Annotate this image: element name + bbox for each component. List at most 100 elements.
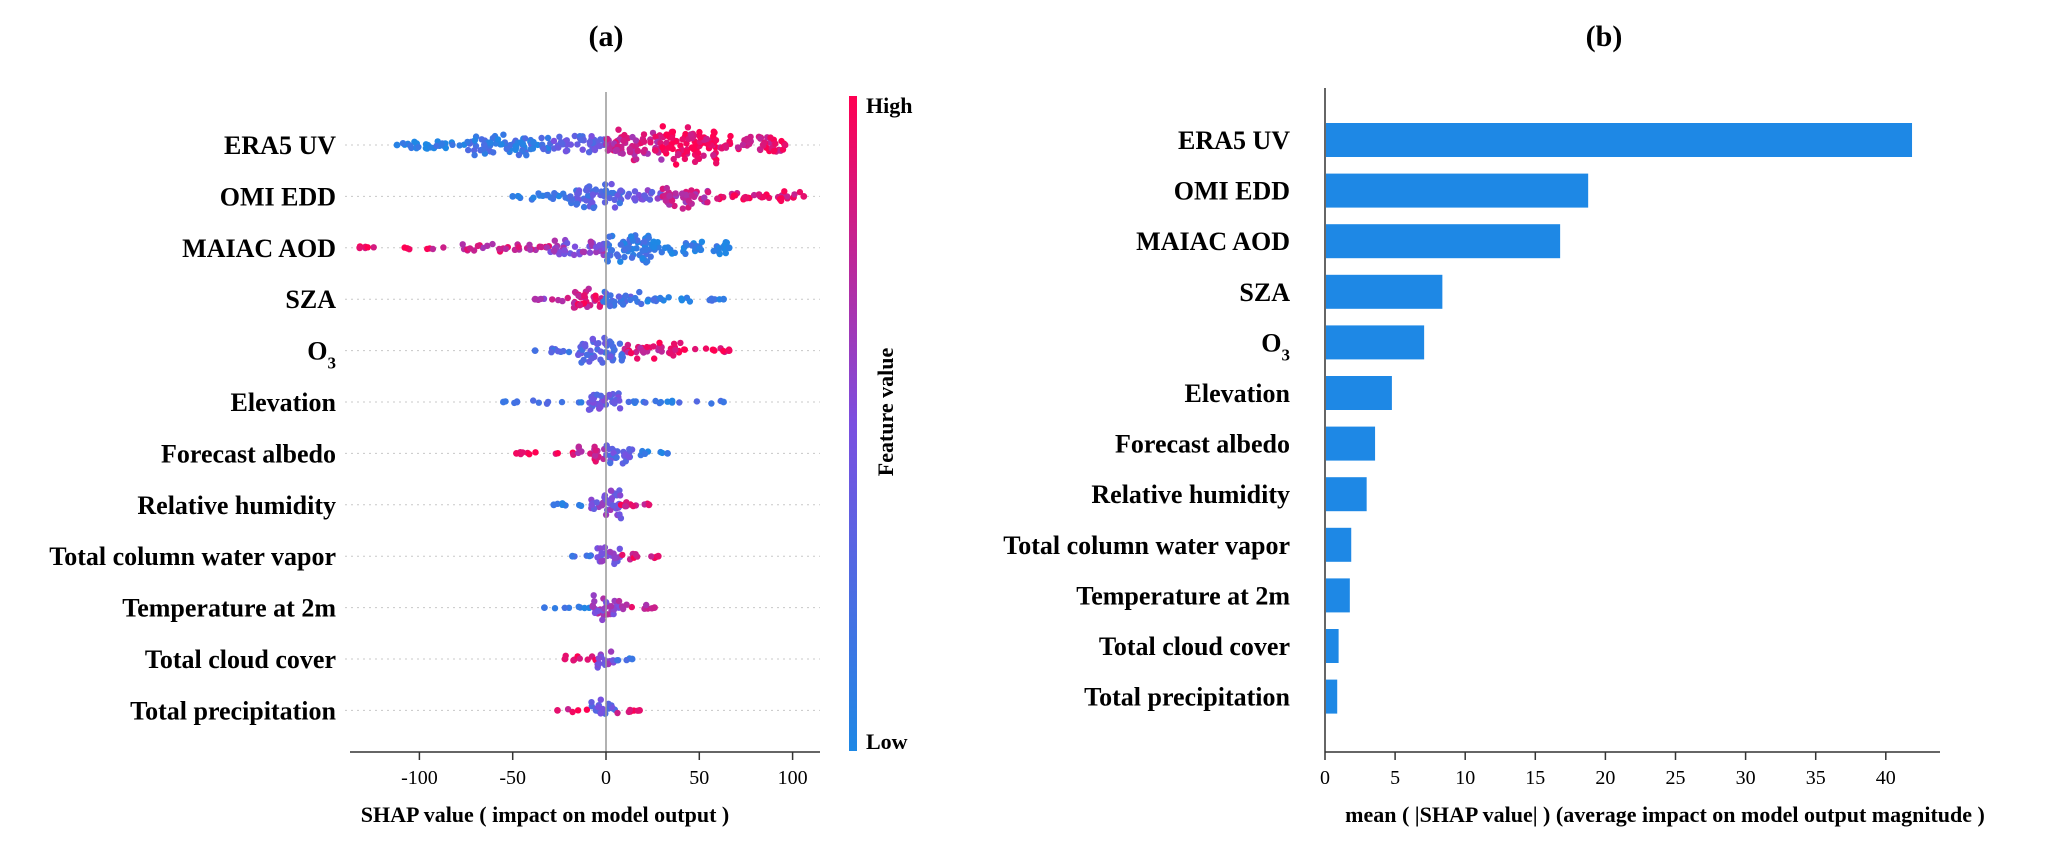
shap-point [647,253,654,260]
feature-label-temperature-at-2m: Temperature at 2m [122,594,336,623]
shap-point [567,193,574,200]
shap-point [663,131,670,138]
shap-point [459,241,466,248]
shap-point [503,145,510,153]
shap-point [596,242,603,249]
shap-point [530,194,537,201]
shap-point [656,339,663,346]
shap-point [544,191,551,199]
shap-point [720,398,727,406]
shap-point [639,347,646,355]
shap-point [608,180,615,188]
shap-point [575,443,582,450]
shap-point [449,141,456,148]
shap-point [596,303,603,310]
shap-point [641,238,648,245]
shap-point [578,448,585,455]
shap-point [663,184,670,192]
shap-point [602,181,609,188]
shap-point [781,188,788,195]
shap-point [642,193,649,200]
shap-point [650,343,657,350]
shap-point [574,707,582,714]
shap-point [725,244,733,252]
x-tick-label-b: 20 [1595,767,1615,789]
shap-point [672,346,679,353]
feature-label-total-precipitation: Total precipitation [130,696,336,725]
shap-point [685,197,692,204]
shap-point [592,447,599,454]
shap-point [611,399,618,406]
shap-point [654,552,662,560]
shap-point [661,244,669,251]
shap-point [722,143,729,150]
shap-point [639,255,646,262]
shap-point [478,136,485,143]
shap-point [575,351,582,358]
shap-point [438,140,445,148]
shap-point [577,136,585,143]
shap-point [582,343,589,350]
shap-point [593,499,600,506]
shap-point [565,348,573,356]
shap-point [643,601,650,609]
shap-point [561,247,568,254]
x-tick-label-b: 5 [1390,767,1400,789]
shap-point [538,243,545,251]
shap-point [659,449,666,457]
shap-point [580,356,587,364]
shap-point [722,249,729,257]
shap-point [427,144,434,151]
shap-point [549,296,556,303]
shap-point [634,355,641,362]
shap-point [624,341,632,349]
bar-label-temperature-at-2m: Temperature at 2m [1076,581,1290,610]
shap-point [588,699,595,706]
shap-point [598,549,605,557]
shap-point [613,454,620,461]
shap-point [708,400,715,407]
shap-point [575,292,582,299]
shap-point [596,660,603,667]
shap-point [471,137,479,144]
shap-point [617,187,625,194]
shap-point [689,192,696,199]
shap-point [599,616,606,624]
x-axis-label-a: SHAP value ( impact on model output ) [361,802,730,827]
shap-point [415,143,422,151]
shap-point [619,605,627,613]
shap-point [628,254,636,261]
shap-point [628,603,635,611]
shap-point [605,660,612,668]
shap-point [574,141,581,148]
shap-point [429,245,437,253]
shap-point [569,708,576,716]
shap-point [632,348,640,356]
shap-point [550,501,558,509]
shap-point [702,345,710,352]
bar-temperature-at-2m [1326,578,1350,613]
shap-point [548,349,555,356]
bar-forecast-albedo [1326,426,1376,461]
shap-point [684,124,692,131]
shap-point [679,205,686,212]
shap-point [401,244,408,251]
shap-point [406,142,414,149]
shap-point [551,237,558,244]
shap-point [734,144,742,151]
shap-point [509,193,517,200]
shap-point [611,204,619,211]
bar-label-forecast-albedo: Forecast albedo [1115,430,1290,459]
feature-label-era5-uv: ERA5 UV [224,131,336,160]
shap-point [606,391,613,399]
shap-point [589,191,597,198]
shap-point [616,340,624,347]
shap-point [489,240,496,248]
shap-point [623,656,630,664]
x-tick-label-a: 50 [689,767,709,789]
shap-point [621,253,628,261]
shap-point [538,134,545,142]
shap-point [770,148,777,155]
shap-point [526,451,533,458]
shap-point [571,243,579,250]
